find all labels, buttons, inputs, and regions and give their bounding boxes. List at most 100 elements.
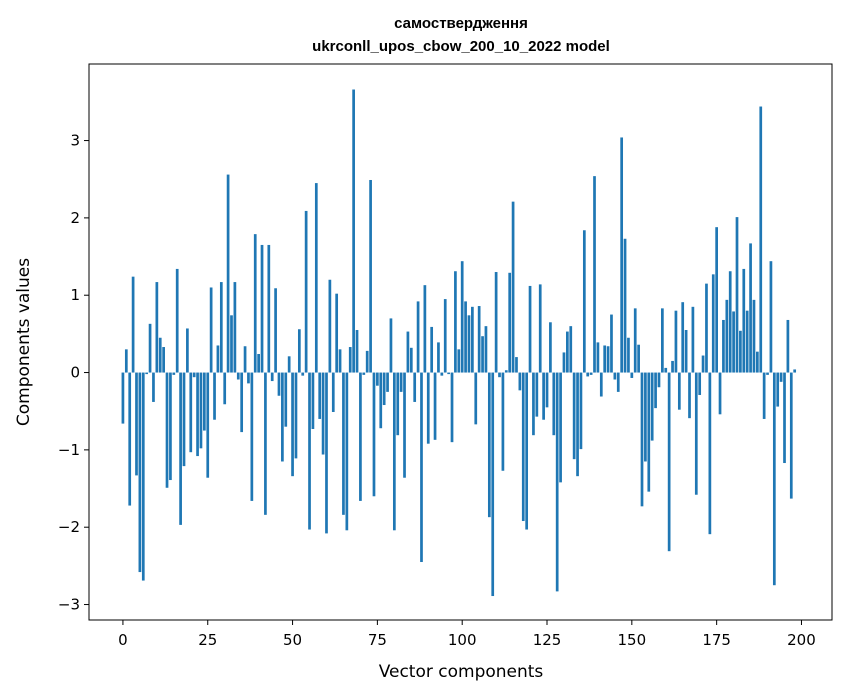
bar	[728, 271, 732, 373]
bar	[267, 244, 271, 373]
bar	[745, 310, 749, 373]
bar	[725, 299, 729, 373]
bar	[155, 282, 159, 373]
bar	[308, 372, 311, 530]
bar	[416, 301, 420, 373]
bar	[688, 372, 691, 419]
bar	[338, 349, 342, 373]
bar	[311, 372, 315, 429]
bar	[355, 330, 359, 373]
bar	[487, 372, 491, 518]
bar	[189, 372, 193, 453]
bar	[467, 315, 471, 373]
bar	[362, 372, 366, 375]
bar	[671, 360, 674, 373]
bar	[694, 372, 698, 495]
bar	[640, 372, 644, 507]
bar	[633, 308, 637, 373]
bar	[335, 293, 339, 373]
bar	[264, 372, 267, 515]
bar	[579, 372, 583, 450]
bar	[532, 372, 535, 436]
bar	[572, 372, 576, 460]
bar	[277, 372, 281, 396]
bar	[701, 355, 705, 373]
bar	[372, 372, 376, 497]
bar	[691, 306, 695, 373]
bar	[715, 227, 718, 373]
bar	[433, 372, 437, 440]
bar	[321, 372, 325, 455]
bar	[786, 319, 790, 373]
bar	[128, 372, 132, 506]
bar	[789, 372, 793, 499]
bar	[297, 329, 301, 373]
bar	[369, 179, 372, 373]
bar	[776, 372, 780, 407]
bar	[759, 106, 763, 373]
y-tick-label: −1	[58, 441, 80, 459]
bar	[460, 261, 464, 373]
bar	[447, 372, 450, 375]
bar	[566, 331, 569, 373]
bar	[752, 299, 756, 373]
bar	[148, 323, 152, 373]
bar	[623, 238, 627, 373]
bar	[131, 276, 135, 373]
bar	[314, 183, 318, 373]
bar	[538, 284, 542, 373]
bar	[443, 299, 447, 373]
bar	[158, 337, 162, 373]
y-tick-label: −3	[58, 596, 80, 614]
y-axis-label: Components values	[14, 258, 34, 426]
bar	[196, 372, 199, 457]
bar	[206, 372, 210, 478]
bar	[250, 372, 254, 501]
bar	[528, 285, 532, 373]
chart-subtitle: ukrconll_upos_cbow_200_10_2022 model	[312, 38, 610, 55]
bar	[718, 372, 722, 415]
bar	[226, 174, 230, 373]
bar	[582, 230, 586, 373]
bar	[359, 372, 362, 501]
bar	[559, 372, 562, 483]
bar	[586, 372, 590, 377]
bar	[270, 372, 274, 382]
bar	[121, 372, 125, 424]
bar	[169, 372, 172, 481]
bar	[464, 301, 467, 373]
bar	[616, 372, 620, 392]
bar	[165, 372, 169, 488]
bar	[236, 372, 240, 380]
bar	[318, 372, 322, 419]
bar	[762, 372, 766, 419]
bar	[589, 372, 593, 375]
bar	[779, 372, 783, 382]
bar	[420, 372, 423, 563]
bar	[637, 344, 640, 373]
bar	[216, 345, 220, 373]
bar	[711, 274, 715, 373]
bar	[294, 372, 298, 459]
bar	[657, 372, 661, 388]
bar	[521, 372, 525, 522]
bar	[301, 372, 305, 376]
bar	[243, 346, 247, 373]
bar	[501, 372, 505, 471]
bar	[756, 351, 759, 373]
bar	[552, 372, 556, 436]
bar	[732, 311, 735, 373]
bar	[769, 261, 773, 373]
bar	[667, 372, 671, 552]
x-tick-label: 100	[448, 631, 477, 649]
bar	[145, 372, 149, 375]
bar	[328, 279, 332, 373]
bar	[284, 372, 288, 427]
bar	[504, 370, 508, 373]
bar	[498, 372, 501, 378]
bar	[413, 372, 417, 402]
bar	[352, 89, 355, 373]
bar	[409, 347, 413, 373]
